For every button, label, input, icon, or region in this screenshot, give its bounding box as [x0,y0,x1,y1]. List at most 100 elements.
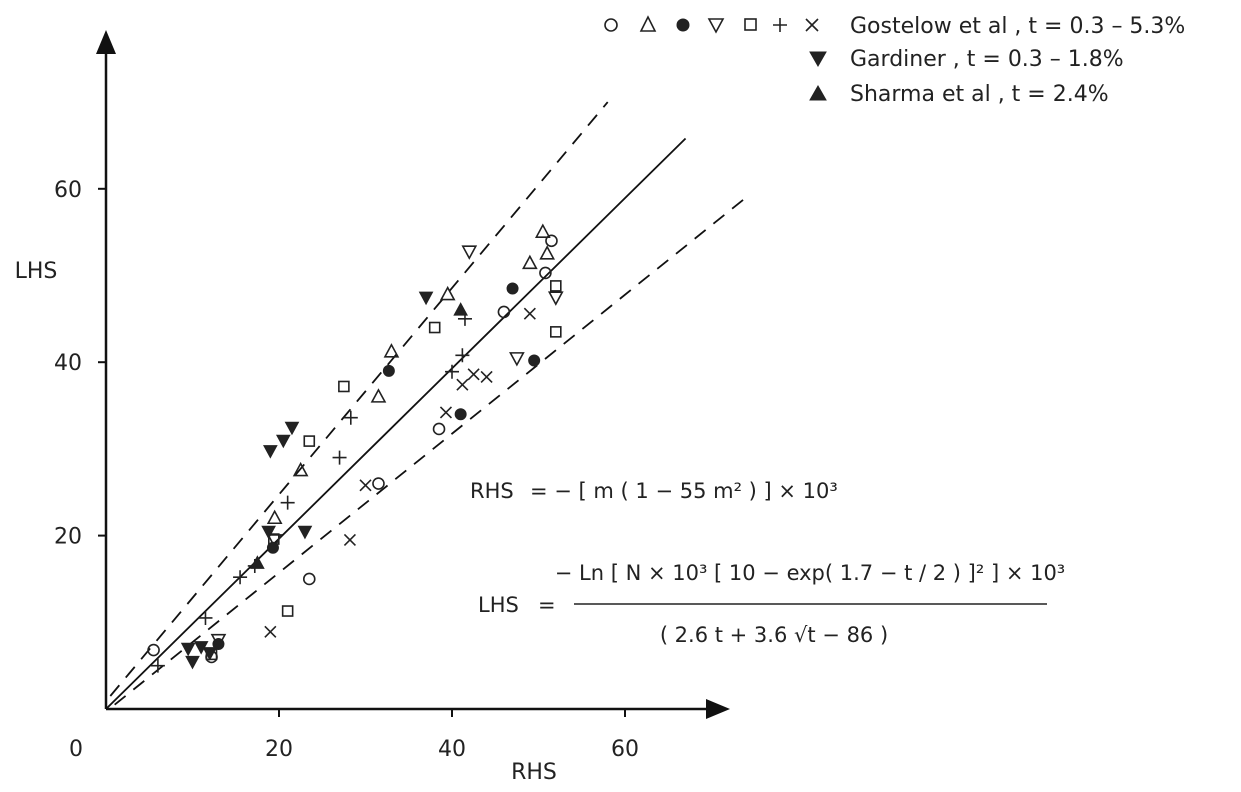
point-open-triangle-up [266,509,283,525]
legend-label-gardiner: Gardiner , t = 0.3 – 1.8% [850,47,1124,72]
point-filled-circle [506,282,519,295]
lhs-equation: LHS = − Ln [ N × 10³ [ 10 − exp( 1.7 − t… [478,561,1065,647]
point-cross [523,307,536,320]
point-cross [359,479,372,492]
point-open-circle [497,305,511,319]
point-filled-triangle-up [250,555,265,569]
point-open-triangle-down [210,633,227,649]
point-cross [264,625,277,638]
x-axis-label: RHS [511,760,557,785]
point-cross [467,368,480,381]
legend: Gostelow et al , t = 0.3 – 5.3% Gardiner… [604,14,1185,107]
point-open-triangle-up [539,245,555,260]
y-tick-label: 20 [54,525,82,550]
series-open-triangle-up [266,223,555,525]
point-open-circle [147,643,160,657]
point-open-circle [545,234,558,248]
point-filled-triangle-down [202,647,218,661]
point-filled-triangle-down [180,642,196,657]
rhs-equation-expression: = − [ m ( 1 − 55 m² ) ] × 10³ [530,479,838,503]
legend-label-gostelow: Gostelow et al , t = 0.3 – 5.3% [850,14,1185,39]
point-filled-triangle-down [261,525,276,540]
point-open-square [303,435,316,447]
point-cross [439,406,453,419]
point-open-square [549,326,562,338]
point-plus [455,348,470,363]
lhs-equation-equals: = [538,593,556,617]
point-plus [445,364,459,379]
rhs-equation: RHS = − [ m ( 1 − 55 m² ) ] × 10³ [470,479,838,503]
legend-symbols-gostelow [604,15,819,34]
axes [96,30,730,719]
point-open-square [281,605,294,617]
legend-symbol-gardiner [809,51,827,68]
point-plus [280,495,295,510]
tick-marks [98,187,626,717]
fit-line-0 [106,137,687,710]
legend-label-sharma: Sharma et al , t = 2.4% [850,82,1109,107]
point-plus [343,410,358,425]
series-filled-triangle-up [250,302,468,569]
point-open-triangle-down [509,352,525,367]
point-filled-triangle-up [453,302,468,316]
lhs-equation-numerator: − Ln [ N × 10³ [ 10 − exp( 1.7 − t / 2 )… [555,561,1065,585]
series-filled-triangle-down [180,291,434,670]
point-cross [456,378,469,391]
point-open-triangle-up [534,223,551,238]
bound-line-dashed-1 [109,101,609,697]
y-tick-label: 60 [54,178,82,203]
lhs-equation-lhs: LHS [478,593,519,617]
point-plus [198,610,213,625]
point-open-triangle-up [292,461,309,477]
tick-labels: 0 20 40 60 20 40 60 [54,178,639,762]
point-open-circle [372,477,385,490]
point-plus [150,658,165,673]
point-open-circle [432,422,446,436]
point-cross [480,370,493,384]
point-filled-circle [528,354,541,367]
series-plus [150,311,472,673]
point-filled-triangle-down [284,421,300,436]
lhs-equation-denominator: ( 2.6 t + 3.6 √t − 86 ) [660,623,888,647]
x-tick-label: 0 [69,737,83,762]
point-open-square [338,380,350,393]
point-open-triangle-up [370,388,387,403]
point-plus [233,570,248,585]
point-open-circle [539,266,552,280]
reference-lines [106,101,746,710]
point-filled-triangle-down [263,445,278,459]
point-open-triangle-down [461,245,478,260]
point-open-square [549,280,562,292]
series-cross [264,307,536,638]
x-tick-label: 40 [438,737,466,762]
y-axis-label: LHS [15,259,58,284]
point-open-triangle-down [266,534,283,549]
x-tick-label: 20 [265,737,293,762]
rhs-equation-lhs: RHS [470,479,514,503]
point-open-triangle-up [383,343,400,358]
point-open-triangle-up [522,254,538,270]
point-cross [343,533,356,547]
point-open-circle [302,572,316,586]
series-open-circle [147,234,558,664]
point-filled-triangle-down [297,525,313,540]
point-filled-triangle-down [275,434,291,449]
point-filled-circle [382,364,395,377]
point-plus [332,450,347,465]
y-axis-arrow [96,30,116,54]
point-open-triangle-down [547,291,564,306]
y-tick-label: 40 [54,351,82,376]
x-axis-arrow [706,699,730,719]
point-open-square [428,321,441,334]
x-tick-label: 60 [611,737,639,762]
point-filled-triangle-down [418,291,434,306]
point-filled-circle [454,408,467,421]
point-open-triangle-up [439,285,456,301]
data-points [147,223,564,673]
legend-symbol-sharma [809,84,827,101]
series-open-triangle-down [210,245,564,649]
bound-line-dashed-2 [114,196,746,706]
point-filled-triangle-down [185,655,200,670]
point-open-square [268,533,280,545]
